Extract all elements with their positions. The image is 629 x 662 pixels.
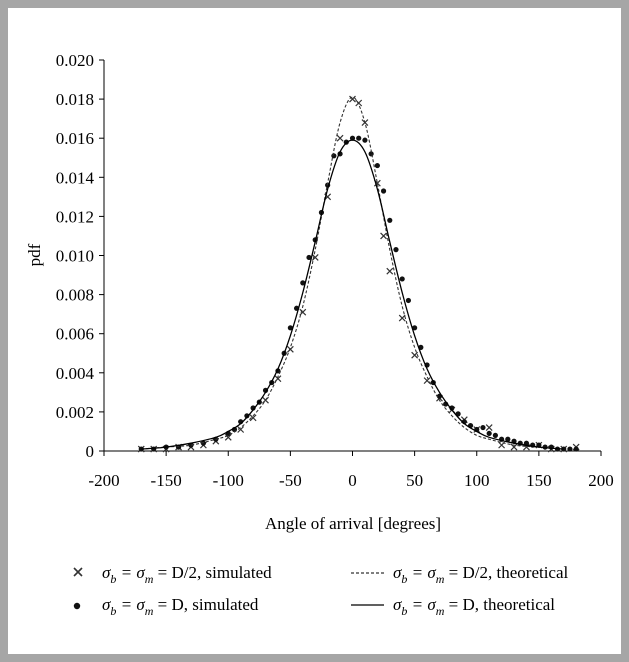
dot-marker-point [349,135,356,141]
x-tick-label: 0 [348,471,357,490]
x-marker-point [355,99,363,107]
legend-label-sim-half: σb = σm = D/2, simulated [102,563,272,586]
legend-label-theo-half: σb = σm = D/2, theoretical [393,563,569,586]
y-tick-label: 0.014 [56,168,95,187]
x-marker-point [311,254,319,261]
y-tick-label: 0.008 [56,286,94,305]
x-marker-point [510,443,518,451]
x-tick-label: -100 [213,471,244,490]
dot-marker-point [287,325,293,331]
dot-marker-point [300,280,306,286]
y-axis-title: pdf [25,243,44,266]
dot-marker-point [374,162,380,169]
y-tick-label: 0.016 [56,129,94,148]
series-dot-marker [138,135,579,452]
dot-marker-point [486,430,492,437]
legend-label-theo-full: σb = σm = D, theoretical [393,595,555,618]
dot-marker-point [393,247,399,253]
dot-marker-point [412,325,418,331]
x-marker-point [249,414,257,422]
legend-item-theo-half: σb = σm = D/2, theoretical [351,563,569,586]
x-tick-label: 150 [526,471,552,490]
dot-marker-point [505,436,511,442]
theoretical-solid-curve [141,139,564,450]
dot-marker-point [356,135,362,141]
x-marker-point [299,308,307,316]
legend-x-marker-icon [73,567,83,577]
y-tick-label: 0 [86,442,95,461]
legend: σb = σm = D/2, simulated σb = σm = D, si… [73,563,569,618]
axes: 0 0.002 0.004 0.006 0.008 0.010 0.012 0.014 0.01… [56,51,614,490]
x-marker-point [349,95,356,103]
x-marker-point [286,345,294,353]
x-tick-label: -150 [151,471,182,490]
x-tick-label: 200 [588,471,614,490]
dot-marker-point [567,446,573,452]
x-marker-point [380,232,387,240]
dot-marker-point [480,424,486,431]
x-marker-point [411,351,419,359]
x-marker-point [237,426,245,433]
legend-item-theo-full: σb = σm = D, theoretical [351,595,555,618]
dot-marker-point [362,137,368,143]
dot-marker-point [151,446,157,452]
y-tick-label: 0.020 [56,51,94,70]
dot-marker-point [200,440,206,446]
legend-label-sim-full: σb = σm = D, simulated [102,595,259,618]
dot-marker-point [138,446,144,452]
dot-marker-point [399,276,405,282]
y-tick-label: 0.012 [56,207,94,226]
dot-marker-point [306,254,312,261]
x-marker-point [485,424,493,431]
x-tick-label: -50 [279,471,302,490]
dot-marker-point [387,217,393,223]
dot-marker-point [380,188,387,194]
series-x-marker [137,95,580,453]
series-dashed-line [141,96,564,450]
x-tick-label: -200 [88,471,119,490]
legend-item-sim-half: σb = σm = D/2, simulated [73,563,272,586]
dot-marker-point [405,297,412,304]
series-solid-line [141,139,564,450]
x-marker-point [386,267,394,275]
legend-item-sim-full: σb = σm = D, simulated [73,595,259,618]
x-marker-point [336,134,344,142]
legend-dot-marker-icon [73,602,81,610]
y-tick-label: 0.002 [56,403,94,422]
dot-marker-point [492,432,498,438]
x-axis-title: Angle of arrival [degrees] [265,514,441,533]
dot-marker-point [573,446,579,452]
dot-marker-point [523,440,530,446]
y-tick-label: 0.018 [56,90,94,109]
x-tick-label: 100 [464,471,490,490]
y-tick-label: 0.006 [56,325,94,344]
theoretical-dashed-curve [141,96,564,450]
x-marker-point [224,433,232,441]
x-marker-point [423,377,431,385]
dot-marker-point [331,153,337,159]
y-tick-label: 0.010 [56,247,94,266]
x-marker-point [398,314,406,322]
series-layer [137,95,580,453]
dot-marker-point [244,413,250,419]
x-tick-label: 50 [406,471,423,490]
y-tick-label: 0.004 [56,364,95,383]
